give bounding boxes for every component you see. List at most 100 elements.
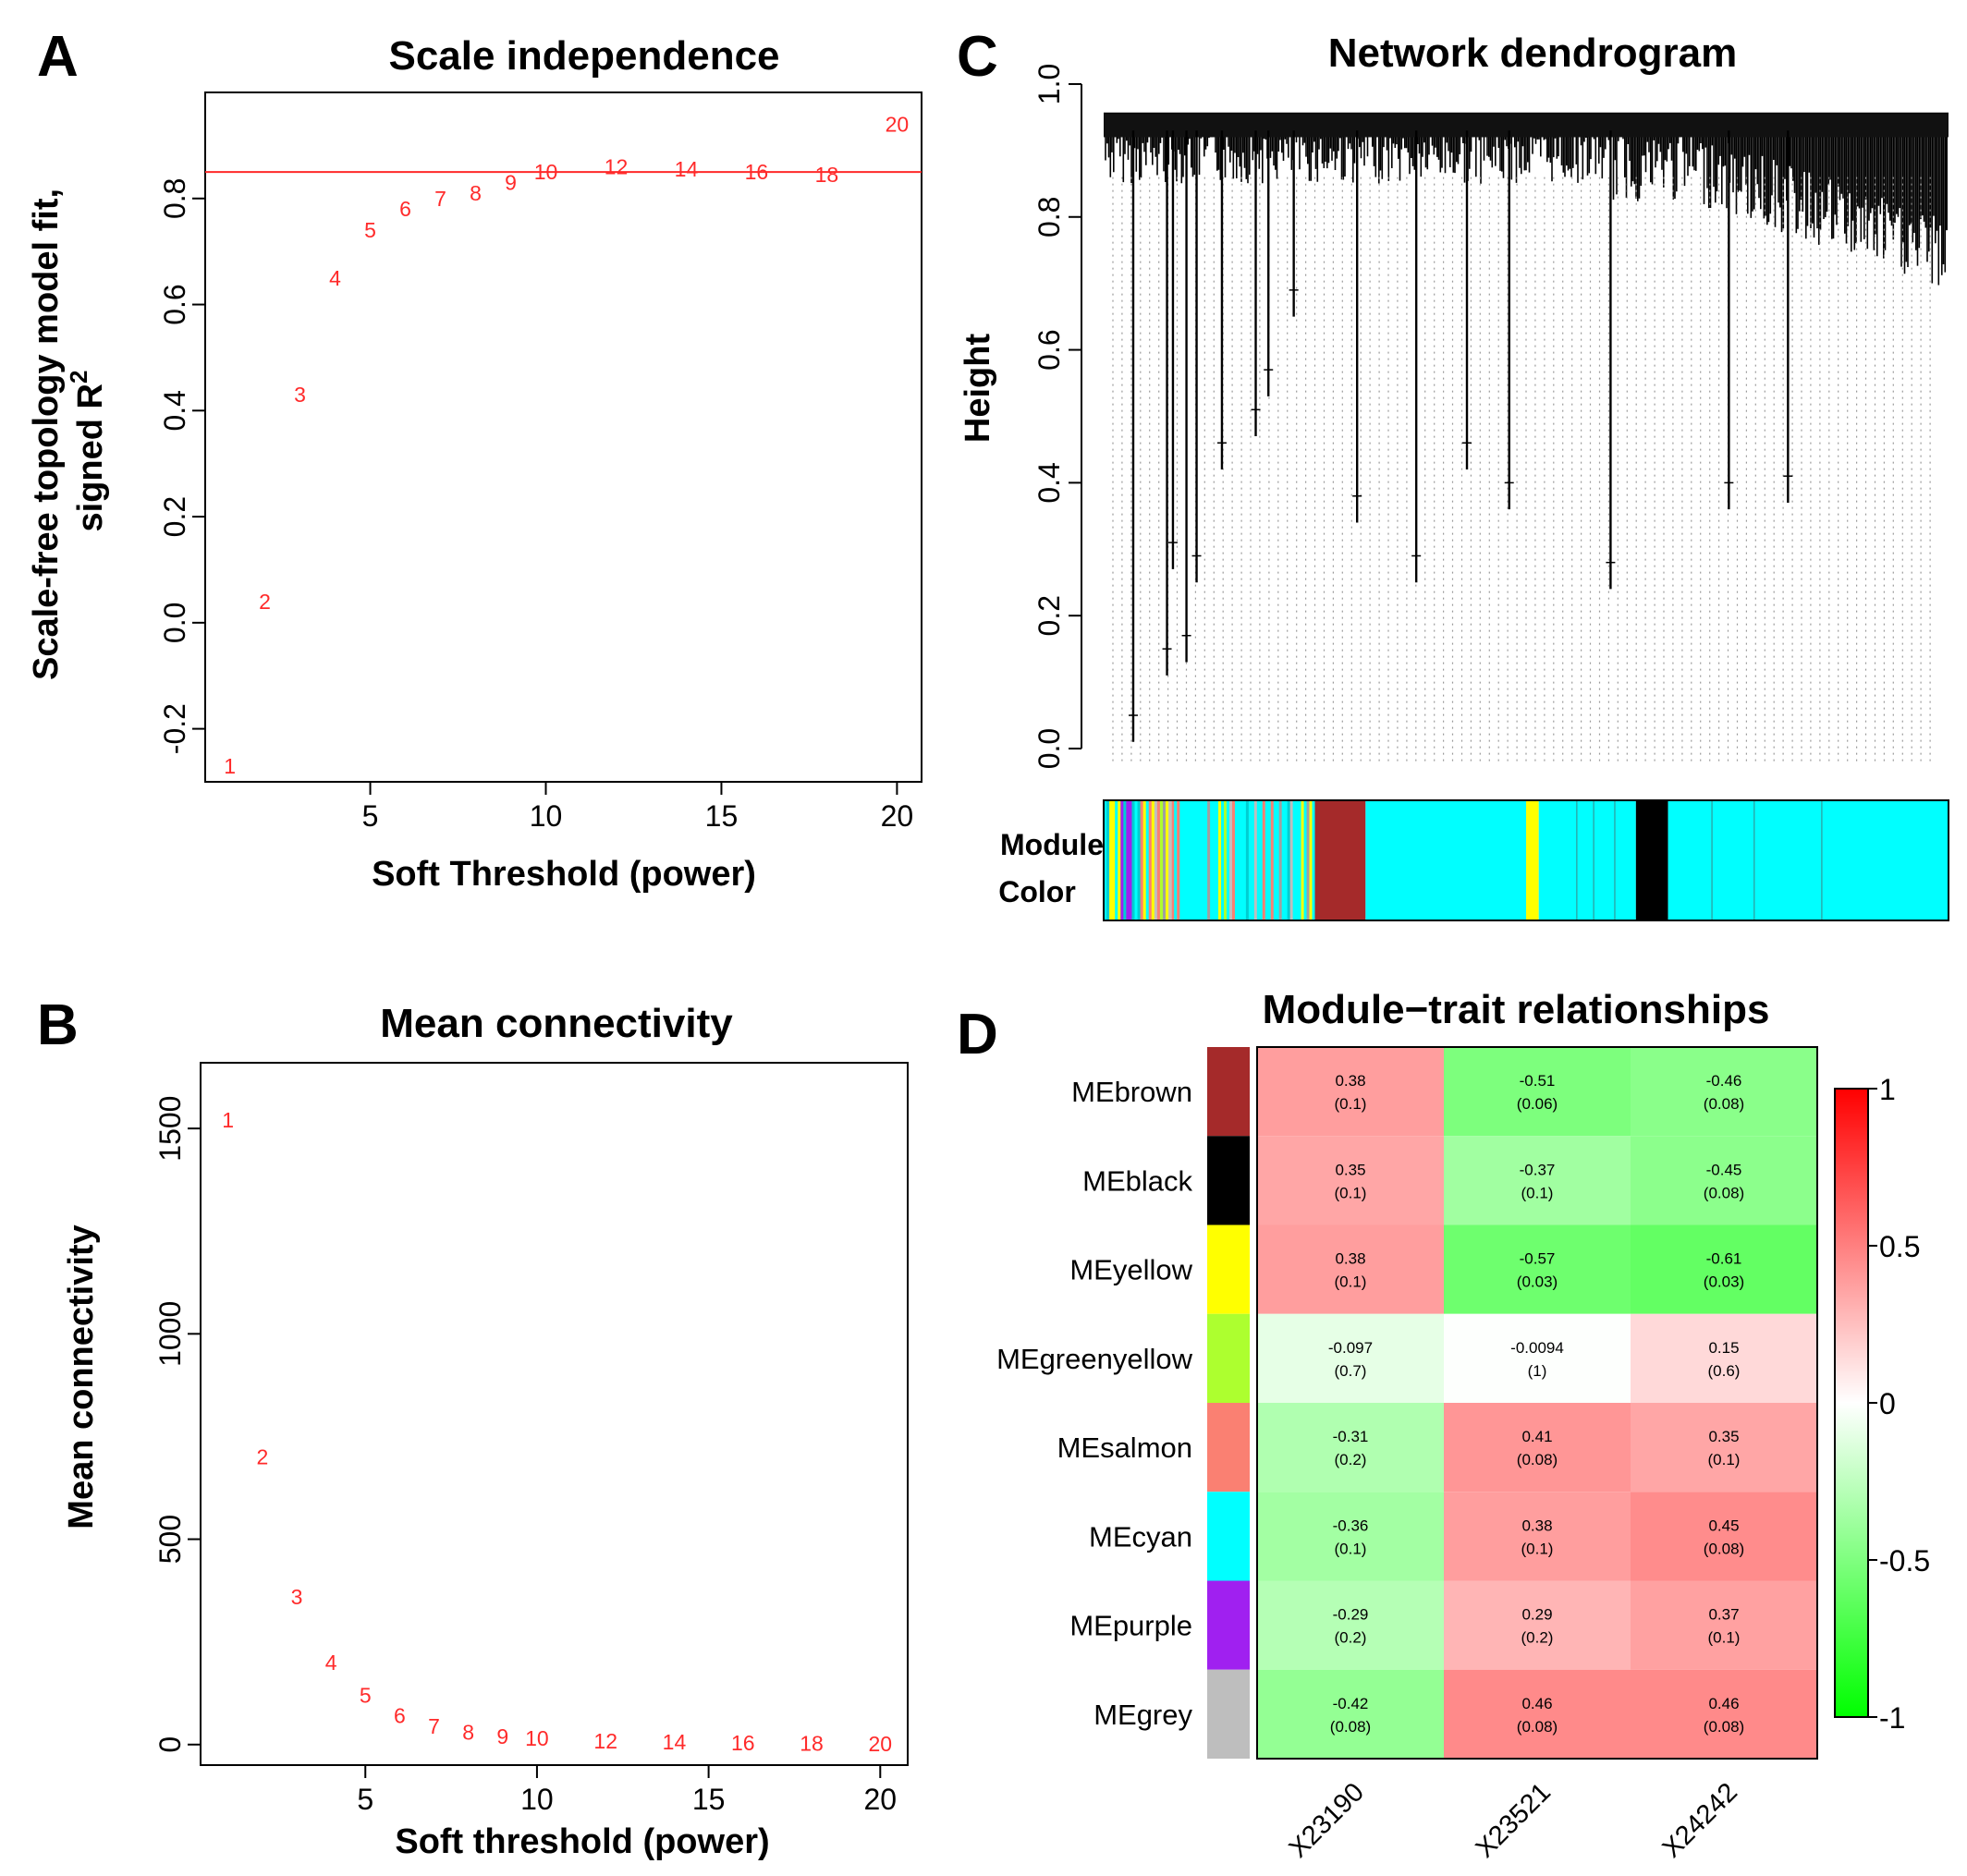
d-cell-pvalue: (0.2) <box>1335 1451 1367 1468</box>
c-module-stripe <box>1301 800 1305 920</box>
c-module-stripe <box>1166 800 1169 920</box>
c-module-stripe <box>1309 800 1313 920</box>
d-cell-value: -0.37 <box>1520 1161 1556 1178</box>
c-module-stripe <box>1218 800 1222 920</box>
c-module-stripe <box>1295 800 1300 920</box>
y-tick-label: 0.8 <box>158 178 191 219</box>
c-module-stripe <box>1154 800 1158 920</box>
c-module-stripe <box>1109 800 1113 920</box>
panel-a-plot-frame <box>204 91 922 783</box>
c-module-stripe <box>1123 800 1127 920</box>
d-cell-MEblack-X24242 <box>1631 1136 1817 1225</box>
c-module-stripe <box>1306 800 1311 920</box>
d-cell-MEyellow-X24242 <box>1631 1224 1817 1314</box>
d-cell-MEgrey-X24242 <box>1631 1669 1817 1759</box>
d-cell-value: -0.57 <box>1520 1250 1556 1268</box>
point-label-4: 4 <box>325 1651 337 1675</box>
point-label-3: 3 <box>294 383 306 407</box>
c-module-stripe <box>1270 800 1275 920</box>
c-module-stripe <box>1188 800 1191 920</box>
point-label-1: 1 <box>222 1108 234 1132</box>
d-cell-pvalue: (0.08) <box>1704 1095 1744 1113</box>
d-cell-pvalue: (0.03) <box>1704 1273 1744 1291</box>
c-module-stripe <box>1253 800 1258 920</box>
c-leaf-dotted-lines <box>1112 177 1931 762</box>
point-label-6: 6 <box>399 197 411 221</box>
d-cell-MEpurple-X23521 <box>1444 1580 1631 1670</box>
y-tick-label: 1500 <box>153 1096 187 1162</box>
c-module-stripe <box>1292 800 1297 920</box>
panel-c-module-label-line2: Color <box>998 875 1076 908</box>
d-cell-pvalue: (0.1) <box>1708 1629 1741 1647</box>
d-cell-MEsalmon-X23521 <box>1444 1403 1631 1492</box>
panel-a-y-label-line2: signed R2 <box>65 371 110 532</box>
c-module-stripe <box>1142 800 1147 920</box>
point-label-8: 8 <box>462 1720 474 1744</box>
y-tick-label: 0.6 <box>158 284 191 324</box>
panel-d-row-color-strip <box>1207 1047 1250 1759</box>
panel-a-x-axis-label: Soft Threshold (power) <box>372 855 756 894</box>
d-row-label-MEcyan: MEcyan <box>1089 1520 1192 1553</box>
d-legend-tick-label: -1 <box>1879 1701 1905 1735</box>
d-row-color-MEblack <box>1207 1136 1250 1225</box>
d-row-color-MEbrown <box>1207 1047 1250 1137</box>
d-row-color-MEsalmon <box>1207 1403 1250 1492</box>
panel-d-heatmap-frame <box>1256 1046 1818 1760</box>
d-cell-MEpurple-X24242 <box>1631 1580 1817 1670</box>
d-cell-value: 0.38 <box>1521 1517 1552 1534</box>
c-module-segment-5 <box>1526 800 1539 920</box>
panel-d-color-legend: 1 0.5 0 -0.5 -1 <box>1834 1073 1930 1735</box>
d-cell-pvalue: (0.06) <box>1517 1095 1558 1113</box>
d-cell-MEpurple-X23190 <box>1257 1580 1444 1670</box>
d-cell-pvalue: (0.7) <box>1335 1362 1367 1380</box>
panel-d-module-trait-relationships: D Module−trait relationships MEbrown MEbl… <box>957 987 1930 1864</box>
c-module-stripe <box>1174 800 1178 920</box>
d-cell-value: 0.29 <box>1521 1606 1552 1624</box>
d-cell-value: -0.31 <box>1333 1428 1369 1445</box>
d-row-label-MEgreenyellow: MEgreenyellow <box>996 1343 1193 1375</box>
d-cell-pvalue: (0.1) <box>1335 1095 1367 1113</box>
point-label-12: 12 <box>593 1729 617 1753</box>
d-cell-MEyellow-X23521 <box>1444 1224 1631 1314</box>
c-module-stripe <box>1264 800 1269 920</box>
d-row-label-MEyellow: MEyellow <box>1069 1254 1192 1286</box>
c-module-segment-4 <box>1365 800 1526 920</box>
point-label-20: 20 <box>868 1732 892 1756</box>
panel-c-module-color-bar <box>1104 800 1949 920</box>
c-module-segment-3 <box>1314 800 1366 920</box>
d-cell-value: -0.29 <box>1333 1606 1369 1624</box>
d-cell-value: -0.46 <box>1706 1072 1742 1090</box>
panel-letter-c: C <box>957 25 998 89</box>
d-cell-MEcyan-X23190 <box>1257 1492 1444 1581</box>
c-module-stripe <box>1182 800 1186 920</box>
d-cell-MEcyan-X23521 <box>1444 1492 1631 1581</box>
point-label-7: 7 <box>428 1714 440 1738</box>
c-module-stripe <box>1234 800 1239 920</box>
c-module-stripe <box>1207 800 1211 920</box>
d-cell-value: -0.42 <box>1333 1695 1369 1712</box>
c-module-stripe <box>1284 800 1289 920</box>
c-y-tick-label: 0.4 <box>1032 462 1066 503</box>
point-label-18: 18 <box>800 1731 824 1755</box>
d-cell-MEgreenyellow-X24242 <box>1631 1313 1817 1403</box>
c-module-stripe <box>1259 800 1264 920</box>
d-cell-value: 0.38 <box>1335 1250 1365 1268</box>
d-legend-tick-label: 0.5 <box>1879 1230 1920 1263</box>
c-module-stripe <box>1224 800 1228 920</box>
d-cell-value: 0.46 <box>1708 1695 1739 1712</box>
point-label-10: 10 <box>525 1726 549 1750</box>
panel-c-network-dendrogram: C Network dendrogram Height 0.0 0.2 0.4 0.6… <box>957 25 1949 921</box>
x-tick-label: 5 <box>357 1783 373 1816</box>
c-module-stripe <box>1267 800 1272 920</box>
d-cell-value: -0.36 <box>1333 1517 1369 1534</box>
y-tick-label: 1000 <box>153 1301 187 1367</box>
x-tick-label: 5 <box>362 799 379 833</box>
panel-a-title: Scale independence <box>388 33 779 79</box>
c-module-stripe <box>1251 800 1255 920</box>
c-module-stripe <box>1191 800 1194 920</box>
point-label-2: 2 <box>259 590 271 614</box>
c-module-stripe <box>1148 800 1153 920</box>
d-cell-value: 0.35 <box>1335 1161 1365 1178</box>
d-cell-MEsalmon-X23190 <box>1257 1403 1444 1492</box>
c-module-stripe <box>1162 800 1167 920</box>
